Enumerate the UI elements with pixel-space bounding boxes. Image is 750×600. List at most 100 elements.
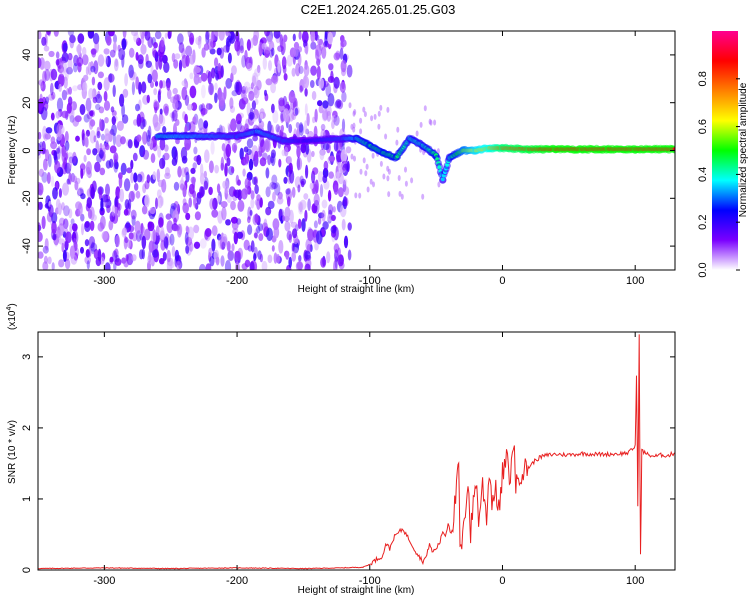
noise-blob xyxy=(83,114,90,123)
noise-blob xyxy=(267,200,275,210)
x-tick-label: -200 xyxy=(226,575,248,587)
noise-blob xyxy=(139,145,146,158)
noise-blob xyxy=(107,73,115,83)
noise-blob xyxy=(72,230,79,245)
noise-blob xyxy=(58,188,63,198)
noise-blob xyxy=(81,133,86,147)
noise-blob xyxy=(178,59,183,72)
noise-blob xyxy=(152,142,158,152)
noise-blob xyxy=(104,143,110,151)
noise-blob xyxy=(103,77,110,91)
noise-blob xyxy=(100,197,104,212)
noise-blob xyxy=(112,84,116,97)
noise-blob xyxy=(253,253,257,262)
noise-blob xyxy=(298,65,304,75)
noise-blob xyxy=(150,64,154,77)
noise-blob xyxy=(220,201,228,208)
noise-blob xyxy=(68,208,73,219)
noise-blob xyxy=(225,143,232,158)
noise-blob xyxy=(46,31,51,36)
noise-blob xyxy=(345,161,350,172)
noise-blob xyxy=(44,238,49,251)
noise-blob xyxy=(114,197,118,207)
noise-blob xyxy=(205,263,212,270)
noise-blob xyxy=(421,193,425,200)
noise-blob xyxy=(283,108,290,123)
noise-blob xyxy=(92,32,100,45)
noise-blob xyxy=(193,241,201,249)
noise-blob xyxy=(266,227,273,241)
noise-blob xyxy=(108,31,115,37)
noise-blob xyxy=(133,119,138,126)
noise-blob xyxy=(104,55,109,66)
noise-blob xyxy=(38,131,42,140)
noise-blob xyxy=(278,240,284,254)
noise-blob xyxy=(396,126,400,133)
noise-blob xyxy=(157,145,162,158)
noise-blob xyxy=(199,238,207,249)
noise-blob xyxy=(61,52,69,63)
noise-blob xyxy=(190,167,196,174)
noise-blob xyxy=(241,263,248,270)
noise-blob xyxy=(189,32,195,46)
noise-blob xyxy=(111,123,117,136)
noise-blob xyxy=(118,47,126,61)
noise-blob xyxy=(247,224,253,235)
noise-blob xyxy=(340,149,348,163)
noise-blob xyxy=(72,85,78,92)
noise-blob xyxy=(309,182,314,190)
noise-blob xyxy=(341,160,348,171)
noise-blob xyxy=(276,254,280,264)
noise-blob xyxy=(234,81,240,93)
noise-blob xyxy=(115,234,120,248)
noise-blob xyxy=(254,184,259,195)
noise-blob xyxy=(160,226,165,240)
noise-blob xyxy=(299,124,304,136)
noise-blob xyxy=(224,187,228,200)
noise-blob xyxy=(369,178,373,185)
noise-blob xyxy=(77,62,82,73)
noise-blob xyxy=(310,80,315,88)
noise-blob xyxy=(174,249,180,262)
noise-blob xyxy=(267,35,273,45)
noise-blob xyxy=(323,160,329,171)
noise-blob xyxy=(130,172,135,184)
noise-blob xyxy=(90,186,95,200)
noise-blob xyxy=(339,254,344,265)
noise-blob xyxy=(239,37,244,51)
noise-blob xyxy=(132,152,138,162)
noise-blob xyxy=(105,183,110,197)
noise-blob xyxy=(301,218,306,232)
noise-blob xyxy=(145,60,152,68)
noise-blob xyxy=(57,202,62,216)
noise-blob xyxy=(44,133,51,140)
noise-blob xyxy=(225,78,232,89)
noise-blob xyxy=(95,103,101,111)
noise-blob xyxy=(304,250,311,260)
noise-blob xyxy=(178,42,185,54)
noise-blob xyxy=(296,156,301,171)
noise-blob xyxy=(331,115,338,123)
noise-blob xyxy=(50,112,55,121)
noise-blob xyxy=(173,181,180,191)
noise-blob xyxy=(173,59,179,69)
noise-blob xyxy=(81,223,84,236)
noise-blob xyxy=(208,186,213,196)
noise-blob xyxy=(42,245,49,254)
noise-blob xyxy=(169,233,175,246)
y-tick-label: 0 xyxy=(21,567,33,573)
noise-blob xyxy=(91,76,96,86)
noise-blob xyxy=(208,247,213,257)
noise-blob xyxy=(256,194,261,202)
noise-blob xyxy=(100,221,104,231)
noise-blob xyxy=(265,167,270,179)
noise-blob xyxy=(38,31,42,40)
noise-blob xyxy=(216,233,222,241)
noise-blob xyxy=(159,258,165,265)
noise-blob xyxy=(181,167,187,178)
noise-blob xyxy=(57,65,65,74)
noise-blob xyxy=(297,184,301,193)
noise-blob xyxy=(171,52,176,63)
noise-blob xyxy=(415,130,419,137)
noise-blob xyxy=(135,76,140,90)
